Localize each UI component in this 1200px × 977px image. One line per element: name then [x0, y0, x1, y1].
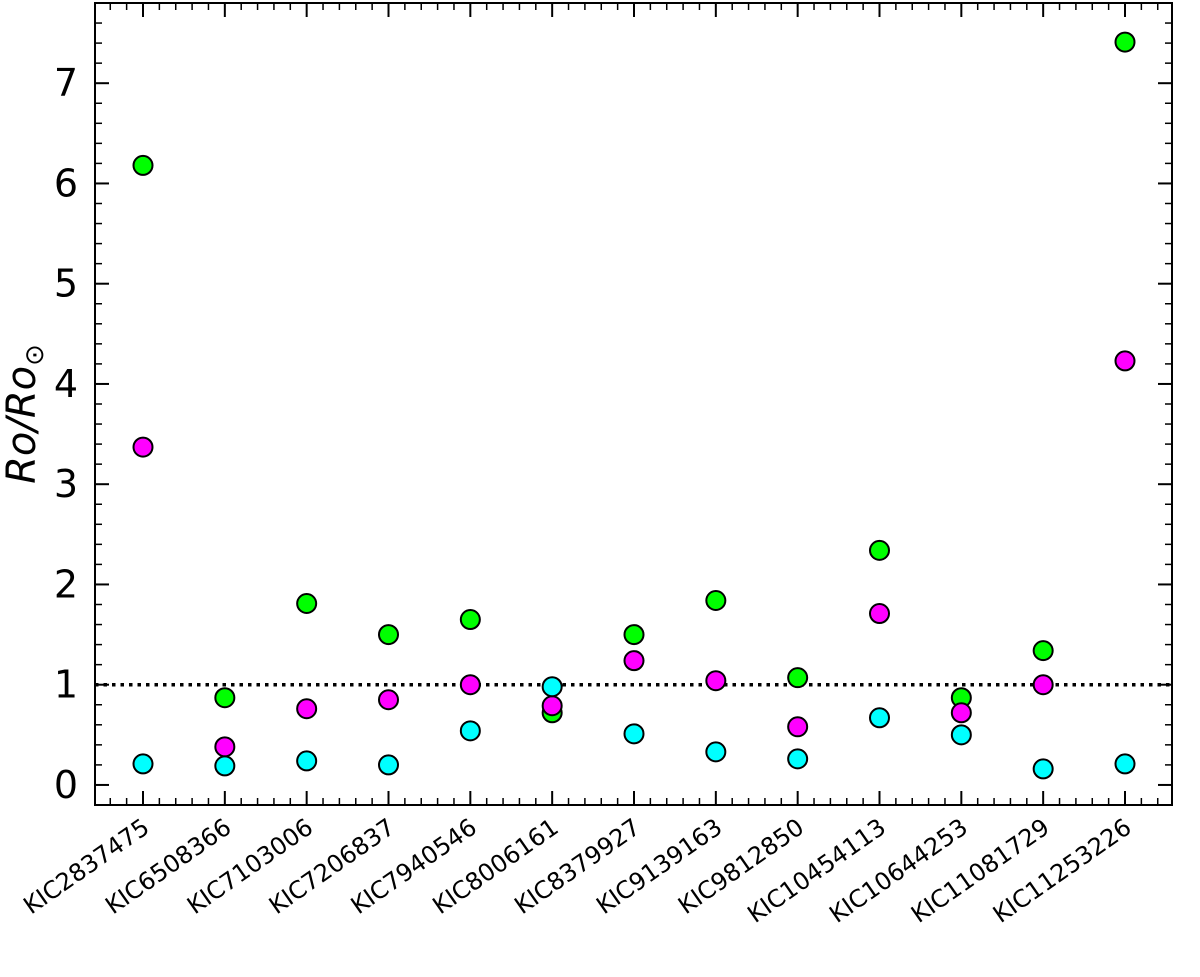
data-point [296, 592, 318, 614]
x-category-label: KIC10644253 [824, 813, 973, 929]
data-points [132, 31, 1136, 780]
x-category-label: KIC11081729 [906, 813, 1055, 929]
data-point [869, 539, 890, 561]
y-tick-label: 1 [54, 663, 78, 707]
data-point [1032, 758, 1054, 780]
data-point [705, 589, 727, 611]
data-point [459, 609, 481, 631]
x-category-labels: KIC2837475KIC6508366KIC7103006KIC7206837… [18, 813, 1136, 929]
x-category-label: KIC11253226 [988, 813, 1137, 929]
y-tick-label: 4 [54, 362, 78, 406]
data-point [950, 702, 972, 724]
y-tick-label: 0 [54, 763, 78, 807]
data-point [623, 723, 645, 745]
data-point [705, 741, 727, 763]
data-point [132, 154, 154, 176]
y-tick-label: 6 [54, 161, 78, 205]
data-point [787, 716, 809, 738]
data-point [296, 750, 318, 772]
plot-frame [94, 2, 1173, 806]
y-tick-label: 5 [54, 262, 78, 306]
y-axis-label: Ro/Ro⊙ [0, 344, 50, 484]
data-point [132, 753, 154, 775]
data-point [378, 689, 399, 711]
data-point [623, 650, 645, 672]
x-category-label: KIC10454113 [742, 813, 891, 929]
data-point [1032, 640, 1054, 662]
data-point [214, 687, 236, 709]
data-point [459, 720, 481, 742]
data-point [1114, 31, 1136, 53]
axis-ticks [95, 2, 1172, 806]
y-axis-label-subscript: ⊙ [20, 344, 50, 366]
data-point [132, 436, 154, 458]
y-tick-label: 3 [54, 462, 78, 506]
data-point [1032, 674, 1054, 696]
y-tick-labels: 0 1 2 3 4 5 6 7 [54, 61, 78, 807]
data-point [214, 736, 236, 758]
data-point [541, 695, 563, 717]
y-tick-label: 7 [54, 61, 78, 105]
data-point [378, 754, 399, 776]
data-point [1114, 753, 1136, 775]
data-point [541, 676, 563, 698]
data-point [623, 624, 645, 646]
y-tick-label: 2 [54, 562, 78, 606]
data-point [296, 698, 318, 720]
data-point [787, 667, 809, 689]
data-point [869, 707, 890, 729]
data-point [214, 755, 236, 777]
data-point [1114, 350, 1136, 372]
data-point [787, 748, 809, 770]
data-point [869, 603, 890, 625]
data-point [950, 724, 972, 746]
data-point [378, 624, 399, 646]
data-point [705, 670, 727, 692]
y-axis-label-text: Ro/Ro [0, 366, 45, 484]
data-point [459, 674, 481, 696]
